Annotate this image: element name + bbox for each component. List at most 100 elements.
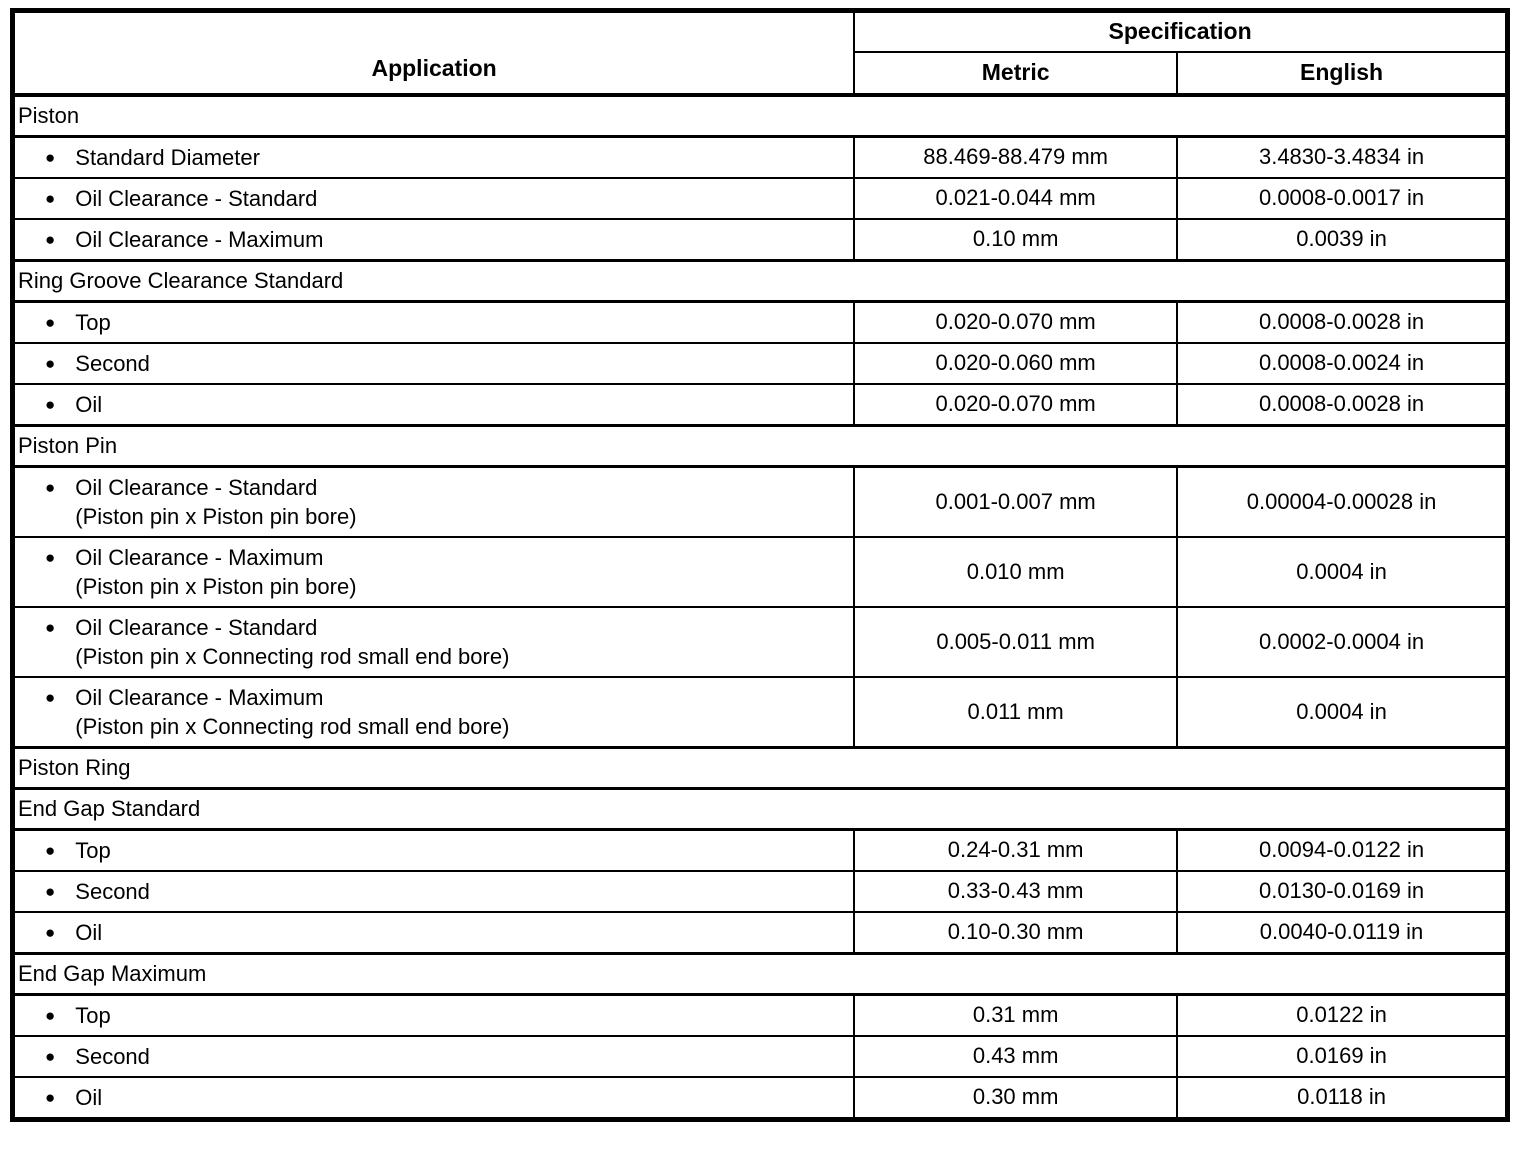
english-value: 0.0004 in	[1176, 536, 1509, 608]
metric-value: 0.24-0.31 mm	[853, 828, 1179, 872]
table-row: ● Oil Clearance - Maximum (Piston pin x Co…	[11, 676, 1509, 749]
section-label: Piston Pin	[11, 424, 1509, 468]
application-cell: ● Oil Clearance - Maximum	[11, 218, 856, 262]
section-label: Piston Ring	[11, 746, 1509, 790]
metric-value: 0.010 mm	[853, 536, 1179, 608]
application-cell: ● Top	[11, 993, 856, 1037]
english-value: 0.0039 in	[1176, 218, 1509, 262]
bullet-icon: ●	[45, 882, 56, 901]
section-label: Ring Groove Clearance Standard	[11, 259, 1509, 303]
section-row: Piston	[11, 93, 1509, 138]
english-value: 0.0122 in	[1176, 993, 1509, 1037]
english-value: 0.0094-0.0122 in	[1176, 828, 1509, 872]
specification-column-header: Specification	[853, 9, 1509, 53]
metric-column-header: Metric	[853, 51, 1179, 97]
bullet-icon: ●	[45, 189, 56, 208]
english-value: 0.0008-0.0024 in	[1176, 342, 1509, 385]
row-label: Top	[75, 838, 111, 863]
row-sublabel: (Piston pin x Connecting rod small end b…	[75, 644, 510, 669]
english-value: 0.0008-0.0028 in	[1176, 300, 1509, 344]
table-row: ● Standard Diameter 88.469-88.479 mm 3.4830…	[11, 135, 1509, 179]
bullet-icon: ●	[45, 313, 56, 332]
metric-value: 0.43 mm	[853, 1035, 1179, 1078]
table-row: ● Oil 0.10-0.30 mm 0.0040-0.0119 in	[11, 911, 1509, 955]
english-value: 0.0130-0.0169 in	[1176, 870, 1509, 913]
row-label: Second	[75, 879, 150, 904]
row-label: Oil Clearance - Standard	[75, 475, 318, 500]
metric-value: 0.10 mm	[853, 218, 1179, 262]
header-row-1: Application Specification	[11, 9, 1509, 97]
metric-value: 0.020-0.070 mm	[853, 300, 1179, 344]
table-row: ● Oil Clearance - Standard (Piston pin x C…	[11, 606, 1509, 678]
bullet-icon: ●	[45, 230, 56, 249]
english-value: 0.0118 in	[1176, 1076, 1509, 1121]
application-cell: ● Oil Clearance - Standard	[11, 177, 856, 220]
section-label: End Gap Maximum	[11, 952, 1509, 996]
application-cell: ● Oil Clearance - Standard (Piston pin x C…	[11, 606, 856, 678]
table-row: ● Top 0.020-0.070 mm 0.0008-0.0028 in	[11, 300, 1509, 344]
metric-value: 0.011 mm	[853, 676, 1179, 749]
table-header: Application Specification Metric English	[11, 9, 1509, 97]
metric-value: 88.469-88.479 mm	[853, 135, 1179, 179]
application-cell: ● Second	[11, 1035, 856, 1078]
row-label: Top	[75, 1003, 111, 1028]
table-row: ● Top 0.31 mm 0.0122 in	[11, 993, 1509, 1037]
table-row: ● Oil Clearance - Maximum 0.10 mm 0.0039 in	[11, 218, 1509, 262]
bullet-icon: ●	[45, 841, 56, 860]
application-column-header: Application	[11, 9, 856, 97]
metric-value: 0.33-0.43 mm	[853, 870, 1179, 913]
metric-value: 0.31 mm	[853, 993, 1179, 1037]
row-label: Oil	[75, 392, 103, 417]
table-row: ● Oil 0.30 mm 0.0118 in	[11, 1076, 1509, 1121]
row-label: Second	[75, 1044, 150, 1069]
metric-value: 0.10-0.30 mm	[853, 911, 1179, 955]
english-value: 0.0008-0.0028 in	[1176, 383, 1509, 427]
bullet-icon: ●	[45, 354, 56, 373]
application-cell: ● Oil Clearance - Maximum (Piston pin x Co…	[11, 676, 856, 749]
metric-value: 0.020-0.070 mm	[853, 383, 1179, 427]
english-value: 0.0169 in	[1176, 1035, 1509, 1078]
specification-table: Application Specification Metric English…	[10, 8, 1510, 1122]
header-row-2: Metric English	[13, 51, 1509, 97]
english-value: 0.0004 in	[1176, 676, 1509, 749]
application-cell: ● Top	[11, 828, 856, 872]
row-label: Oil Clearance - Standard	[75, 615, 318, 640]
bullet-icon: ●	[45, 478, 56, 497]
application-cell: ● Oil	[11, 911, 856, 955]
application-cell: ● Standard Diameter	[11, 135, 856, 179]
row-label: Oil	[75, 920, 103, 945]
english-value: 3.4830-3.4834 in	[1176, 135, 1509, 179]
english-column-header: English	[1176, 51, 1509, 97]
application-cell: ● Second	[11, 342, 856, 385]
bullet-icon: ●	[45, 1047, 56, 1066]
section-label: End Gap Standard	[11, 787, 1509, 831]
section-row: End Gap Maximum	[11, 952, 1509, 996]
bullet-icon: ●	[45, 395, 56, 414]
application-cell: ● Second	[11, 870, 856, 913]
application-cell: ● Oil Clearance - Maximum (Piston pin x Pi…	[11, 536, 856, 608]
table-row: ● Oil Clearance - Maximum (Piston pin x Pi…	[11, 536, 1509, 608]
table-row: ● Second 0.020-0.060 mm 0.0008-0.0024 in	[11, 342, 1509, 385]
bullet-icon: ●	[45, 148, 56, 167]
row-sublabel: (Piston pin x Piston pin bore)	[75, 504, 357, 529]
section-row: Piston Pin	[11, 424, 1509, 468]
application-cell: ● Oil	[11, 383, 856, 427]
row-label: Standard Diameter	[75, 145, 260, 170]
bullet-icon: ●	[45, 618, 56, 637]
table-row: ● Second 0.33-0.43 mm 0.0130-0.0169 in	[11, 870, 1509, 913]
metric-value: 0.020-0.060 mm	[853, 342, 1179, 385]
application-cell: ● Top	[11, 300, 856, 344]
table-row: ● Oil Clearance - Standard 0.021-0.044 mm 0…	[11, 177, 1509, 220]
english-value: 0.0002-0.0004 in	[1176, 606, 1509, 678]
row-label: Oil Clearance - Maximum	[75, 685, 324, 710]
english-value: 0.0040-0.0119 in	[1176, 911, 1509, 955]
bullet-icon: ●	[45, 923, 56, 942]
row-label: Oil Clearance - Maximum	[75, 227, 324, 252]
section-row: End Gap Standard	[11, 787, 1509, 831]
english-value: 0.00004-0.00028 in	[1176, 465, 1509, 538]
english-value: 0.0008-0.0017 in	[1176, 177, 1509, 220]
row-sublabel: (Piston pin x Connecting rod small end b…	[75, 714, 510, 739]
table-row: ● Oil 0.020-0.070 mm 0.0008-0.0028 in	[11, 383, 1509, 427]
spec-table-body: Piston ● Standard Diameter 88.469-88.479 mm…	[11, 93, 1509, 1121]
section-label: Piston	[11, 93, 1509, 138]
